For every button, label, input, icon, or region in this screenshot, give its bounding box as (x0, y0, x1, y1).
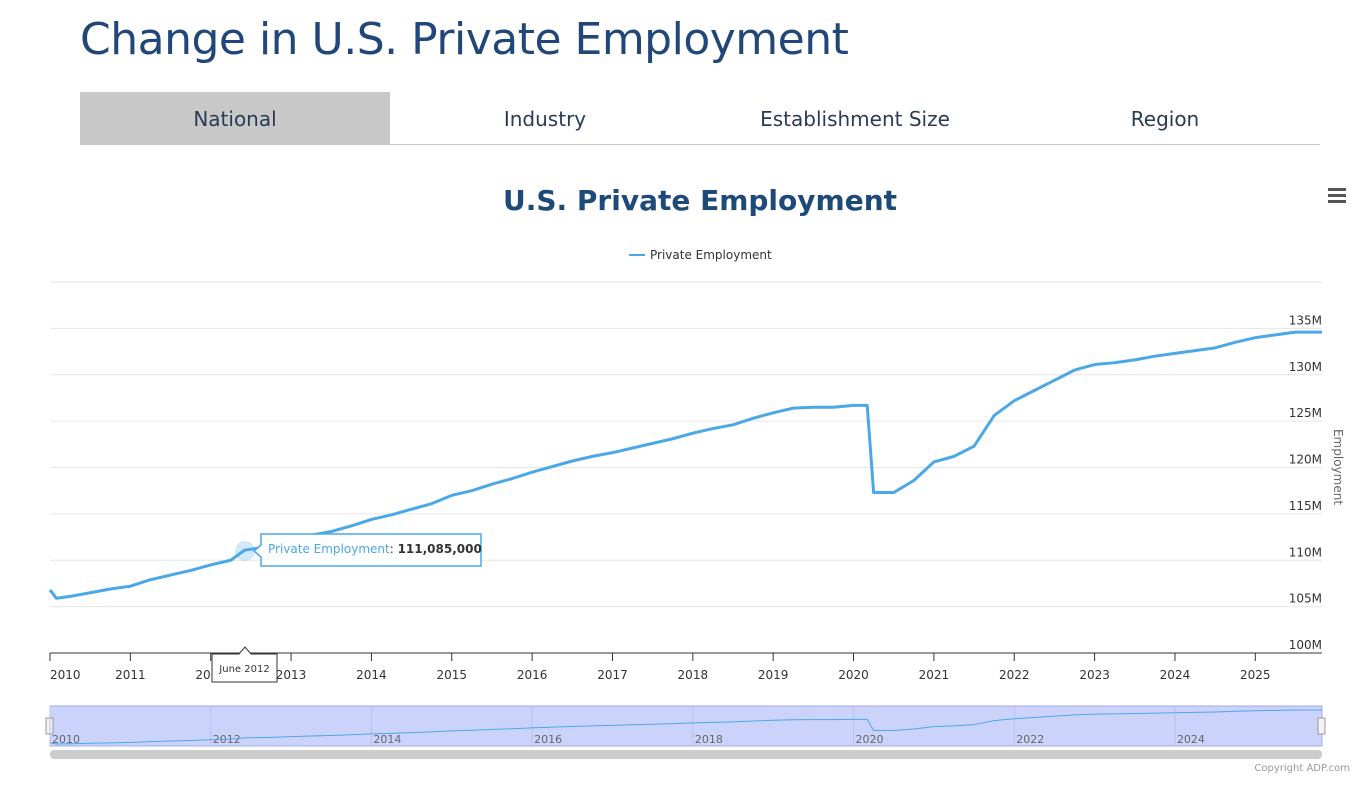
tooltip-box (252, 533, 482, 567)
navigator-tick-label: 2010 (52, 733, 80, 746)
navigator-tick-label: 2020 (856, 733, 884, 746)
x-tick-label: 2011 (115, 668, 146, 682)
x-tick-label: 2022 (999, 668, 1030, 682)
navigator-tick-label: 2024 (1177, 733, 1205, 746)
x-tick-label: 2024 (1160, 668, 1191, 682)
tab[interactable]: Establishment Size (760, 107, 950, 131)
scrollbar[interactable] (50, 750, 1322, 759)
x-tick-label: 2017 (597, 668, 628, 682)
menu-bar[interactable] (1328, 200, 1346, 203)
page-title: Change in U.S. Private Employment (80, 14, 849, 65)
chart-title: U.S. Private Employment (503, 184, 897, 217)
hover-halo (235, 541, 255, 561)
x-tick-label: 2016 (517, 668, 548, 682)
x-tick-label: 2019 (758, 668, 789, 682)
tab-bar: National Industry Establishment Size Region (80, 92, 1320, 145)
x-tick-label: 2014 (356, 668, 387, 682)
menu-bar[interactable] (1328, 194, 1346, 197)
x-tick-label: 2025 (1240, 668, 1271, 682)
menu-button[interactable] (1328, 188, 1346, 203)
x-tick-label: 2021 (919, 668, 950, 682)
x-tick-label: 2010 (50, 668, 81, 682)
navigator-tick-label: 2022 (1016, 733, 1044, 746)
navigator-tick-label: 2018 (695, 733, 723, 746)
tab[interactable]: Industry (503, 107, 587, 131)
legend-label: Private Employment (650, 248, 772, 262)
y-tick-label: 125M (1289, 406, 1322, 420)
copyright: Copyright ADP.com (1254, 763, 1350, 774)
menu-bar[interactable] (1328, 188, 1346, 191)
y-tick-label: 120M (1289, 453, 1322, 467)
y-tick-label: 130M (1289, 360, 1322, 374)
x-tick-label: 2013 (276, 668, 307, 682)
x-tick-label: 2020 (838, 668, 869, 682)
navigator-tick-label: 2016 (534, 733, 562, 746)
y-tick-label: 100M (1289, 638, 1322, 652)
x-tick-label: 2023 (1079, 668, 1110, 682)
x-tick-label: 2018 (678, 668, 709, 682)
navigator-handle[interactable] (1317, 717, 1326, 735)
y-tick-label: 115M (1289, 499, 1322, 513)
y-axis-title: Employment (1331, 429, 1345, 505)
tab[interactable]: Region (1130, 107, 1200, 131)
tooltip-series: Private Employment (268, 542, 390, 556)
y-tick-label: 105M (1289, 592, 1322, 606)
navigator-tick-label: 2014 (373, 733, 401, 746)
tooltip-text: Private Employment: 111,085,000 (268, 542, 482, 556)
x-crosshair-label-box (211, 646, 278, 683)
navigator-line (49, 709, 1322, 745)
x-tick-label: 2015 (436, 668, 467, 682)
series-line (48, 330, 1322, 600)
tab[interactable]: National (80, 92, 390, 144)
y-tick-label: 135M (1289, 313, 1322, 327)
y-tick-label: 110M (1289, 545, 1322, 559)
tooltip-value: 111,085,000 (398, 542, 482, 556)
x-crosshair-label: June 2012 (218, 664, 269, 675)
navigator-window[interactable] (49, 705, 1323, 747)
